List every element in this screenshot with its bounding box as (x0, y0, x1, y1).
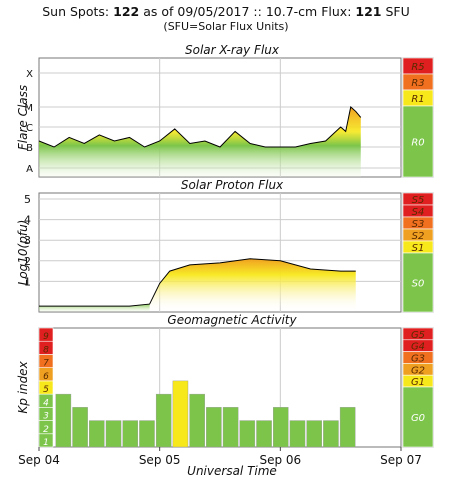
kp-scale-label: G2 (411, 365, 425, 376)
kp-index-label: 8 (43, 345, 49, 355)
summary-line: Sun Spots: 122 as of 09/05/2017 :: 10.7-… (0, 4, 452, 19)
proton-tick-1: 1 (24, 275, 31, 288)
proton-ylabel: Log10(pfu) (16, 220, 30, 286)
separator: :: (253, 4, 262, 19)
xray-title: Solar X-ray Flux (185, 43, 280, 57)
proton-line (39, 258, 356, 307)
proton-tick-3: 3 (24, 234, 31, 247)
as-of-label: as of (143, 4, 174, 19)
kp-scale-label: G3 (411, 354, 425, 365)
kp-index-label: 7 (43, 359, 49, 369)
kp-bar (256, 420, 272, 448)
proton-tick-2: 2 (24, 255, 31, 268)
x-tick-label: Sep 04 (18, 453, 60, 467)
kp-scale-label: G0 (411, 413, 425, 424)
xray-ylabel: Flare Class (16, 85, 30, 150)
flux-label: 10.7-cm Flux: (265, 4, 352, 19)
xray-scale-label: R0 (411, 138, 424, 149)
kp-index-label: 1 (43, 438, 49, 448)
kp-bar (206, 407, 222, 448)
kp-index-label: 2 (43, 425, 49, 435)
proton-scale-label: S3 (412, 219, 425, 230)
xray-tick-A: A (26, 164, 33, 175)
proton-tick-4: 4 (24, 214, 31, 227)
kp-index-label: 6 (43, 372, 49, 382)
kp-index-label: 4 (43, 398, 49, 408)
kp-index-label: 9 (43, 332, 49, 342)
xray-tick-X: X (26, 69, 33, 80)
kp-bar (89, 420, 105, 448)
xray-line (38, 106, 362, 148)
sunspots-prefix: Sun Spots: (42, 4, 110, 19)
kp-bar (222, 407, 239, 448)
kp-title: Geomagnetic Activity (167, 313, 297, 327)
kp-bar (339, 407, 356, 448)
flux-unit: SFU (385, 4, 410, 19)
flux-value: 121 (355, 4, 382, 19)
xray-tick-M: M (24, 103, 33, 114)
kp-index-label: 3 (43, 412, 49, 422)
xray-scale-label: R1 (411, 94, 424, 105)
x-tick-label: Sep 07 (380, 453, 422, 467)
kp-bar (55, 393, 72, 448)
proton-scale-label: S5 (412, 195, 425, 206)
kp-index-label: 5 (43, 385, 49, 395)
x-tick-label: Sep 05 (139, 453, 181, 467)
xray-scale-label: R3 (411, 78, 424, 89)
kp-bar (239, 420, 256, 448)
kp-bar (72, 407, 88, 448)
kp-bar (273, 407, 289, 448)
sunspots-value: 122 (113, 4, 140, 19)
kp-bar (105, 420, 122, 448)
proton-scale-label: S0 (412, 279, 425, 290)
xray-tick-C: C (26, 123, 33, 134)
proton-fill (39, 258, 356, 312)
x-axis-title: Universal Time (187, 464, 277, 478)
kp-bar (323, 420, 339, 448)
kp-bar (139, 420, 155, 448)
proton-scale-label: S1 (412, 243, 425, 254)
xray-scale-label: R5 (411, 62, 424, 73)
proton-title: Solar Proton Flux (181, 178, 284, 192)
kp-index-cell (38, 327, 54, 342)
kp-bar (306, 420, 322, 448)
proton-tick-5: 5 (24, 193, 31, 206)
kp-bar (289, 420, 306, 448)
report-date: 09/05/2017 (177, 4, 250, 19)
kp-ylabel: Kp index (16, 360, 30, 413)
x-tick-label: Sep 06 (259, 453, 301, 467)
xray-tick-B: B (26, 143, 33, 154)
kp-bar (189, 393, 205, 448)
proton-scale-S0 (402, 252, 434, 313)
subtitle: (SFU=Solar Flux Units) (163, 20, 289, 33)
proton-scale-label: S4 (412, 207, 425, 218)
kp-scale-label: G1 (411, 377, 425, 388)
xray-scale-R0 (402, 105, 434, 178)
kp-scale-G0 (402, 386, 434, 448)
kp-bar (172, 380, 189, 448)
proton-scale-label: S2 (412, 231, 425, 242)
kp-bar (155, 393, 172, 448)
kp-scale-label: G4 (411, 342, 425, 353)
kp-scale-label: G5 (411, 330, 425, 341)
kp-bar (122, 420, 139, 448)
proton-low-fill (39, 304, 150, 312)
